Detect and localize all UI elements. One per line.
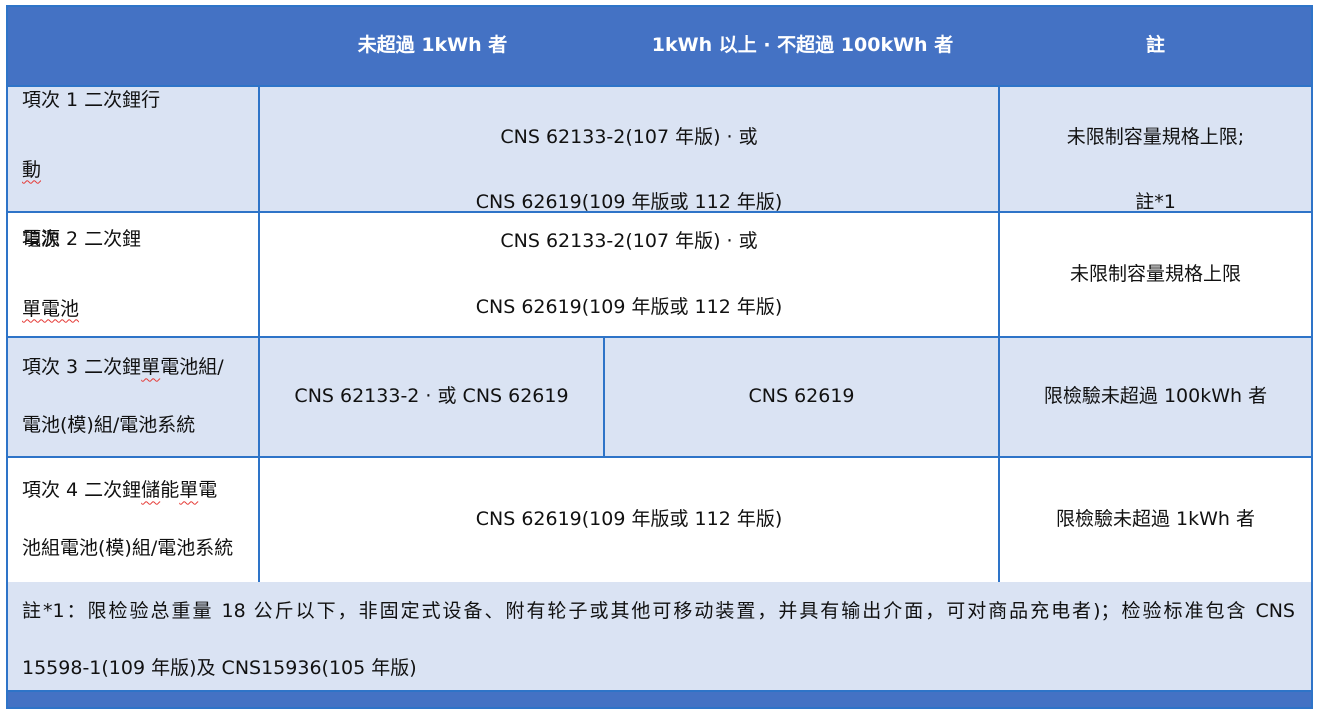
table-row-item1: 項次 1 二次鋰行動電源 CNS 62133-2(107 年版) · 或 CNS… bbox=[8, 85, 1311, 254]
label-text: 項次 3 二次鋰 bbox=[22, 356, 142, 379]
item3-label-line1: 項次 3 二次鋰單電池組/ bbox=[22, 354, 224, 382]
standard-line: CNS 62619(109 年版或 112 年版) bbox=[475, 295, 783, 318]
header-cell-1kwh-to-100kwh: 1kWh 以上 · 不超過 100kWh 者 bbox=[651, 34, 954, 57]
standard-line: CNS 62619(109 年版或 112 年版) bbox=[475, 191, 783, 214]
item4-note: 限檢驗未超過 1kWh 者 bbox=[1000, 458, 1311, 582]
item3-standard-under-1kwh: CNS 62133-2 · 或 CNS 62619 bbox=[260, 338, 605, 456]
misspelled-text: 單 bbox=[179, 479, 199, 502]
note-line: 限檢驗未超過 100kWh 者 bbox=[1043, 385, 1268, 408]
table-row-item4: 項次 4 二次鋰儲能單電 池組電池(模)組/電池系統 CNS 62619(109… bbox=[8, 456, 1311, 582]
standard-line: CNS 62133-2(107 年版) · 或 bbox=[500, 125, 758, 148]
table-header-row: 未超過 1kWh 者 1kWh 以上 · 不超過 100kWh 者 註 bbox=[8, 7, 1311, 85]
label-text: 池組電池(模)組/電池系統 bbox=[22, 537, 234, 559]
label-text: 電 bbox=[198, 479, 218, 502]
label-text: 項次 1 二次鋰行 bbox=[22, 89, 161, 111]
header-cell-note: 註 bbox=[1145, 34, 1165, 57]
item3-note: 限檢驗未超過 100kWh 者 bbox=[1000, 338, 1311, 456]
label-text: 項次 4 二次鋰 bbox=[22, 479, 142, 502]
table-row-item2: 項次 2 二次鋰 單電池 CNS 62133-2(107 年版) · 或 CNS … bbox=[8, 211, 1311, 336]
table-row-item3: 項次 3 二次鋰單電池組/ 電池(模)組/電池系統 CNS 62133-2 · … bbox=[8, 336, 1311, 456]
standards-table: 未超過 1kWh 者 1kWh 以上 · 不超過 100kWh 者 註 項次 1… bbox=[6, 5, 1313, 709]
footnote-row: 註*1：限检验总重量 18 公斤以下，非固定式设备、附有轮子或其他可移动装置，并… bbox=[8, 582, 1311, 690]
note-line: 未限制容量規格上限; bbox=[1066, 125, 1245, 148]
footnote-line1: 註*1：限检验总重量 18 公斤以下，非固定式设备、附有轮子或其他可移动装置，并… bbox=[22, 600, 1295, 622]
item4-label-line1: 項次 4 二次鋰儲能單電 bbox=[22, 477, 217, 505]
item2-label: 項次 2 二次鋰 單電池 bbox=[8, 213, 260, 336]
standard-line: CNS 62619(109 年版或 112 年版) bbox=[475, 508, 783, 531]
misspelled-text: 動 bbox=[22, 158, 42, 181]
item2-standards: CNS 62133-2(107 年版) · 或 CNS 62619(109 年版… bbox=[260, 213, 1000, 336]
note-line: 未限制容量規格上限 bbox=[1069, 262, 1241, 285]
footnote-line2: 15598-1(109 年版)及 CNS15936(105 年版) bbox=[22, 656, 417, 679]
note-line: 註*1 bbox=[1135, 191, 1176, 214]
label-text: 能 bbox=[160, 479, 180, 502]
label-text: 電池組/ bbox=[160, 356, 224, 379]
bottom-accent-bar bbox=[8, 690, 1311, 707]
item3-label-line2: 電池(模)組/電池系統 bbox=[22, 412, 195, 440]
label-text: 電池(模)組/電池系統 bbox=[22, 414, 196, 436]
item4-standards: CNS 62619(109 年版或 112 年版) bbox=[260, 458, 1000, 582]
label-text: 項次 2 二次鋰 bbox=[22, 227, 142, 250]
item3-label: 項次 3 二次鋰單電池組/ 電池(模)組/電池系統 bbox=[8, 338, 260, 456]
item1-note: 未限制容量規格上限; 註*1 bbox=[1000, 87, 1311, 254]
item4-label: 項次 4 二次鋰儲能單電 池組電池(模)組/電池系統 bbox=[8, 458, 260, 582]
header-cell-under-1kwh: 未超過 1kWh 者 bbox=[357, 34, 508, 57]
standard-line: CNS 62133-2(107 年版) · 或 bbox=[500, 229, 758, 252]
misspelled-text: 單 bbox=[141, 356, 161, 379]
item1-label: 項次 1 二次鋰行動電源 bbox=[8, 87, 260, 254]
note-line: 限檢驗未超過 1kWh 者 bbox=[1056, 508, 1255, 531]
misspelled-text: 單電池 bbox=[22, 297, 80, 320]
item2-note: 未限制容量規格上限 bbox=[1000, 213, 1311, 336]
item4-label-line2: 池組電池(模)組/電池系統 bbox=[22, 535, 233, 563]
item1-standards: CNS 62133-2(107 年版) · 或 CNS 62619(109 年版… bbox=[260, 87, 1000, 254]
header-cell-item bbox=[8, 7, 260, 85]
label-text: 電源 bbox=[22, 228, 61, 251]
item3-standard-1kwh-to-100kwh: CNS 62619 bbox=[605, 338, 1000, 456]
misspelled-text: 儲 bbox=[141, 479, 161, 502]
